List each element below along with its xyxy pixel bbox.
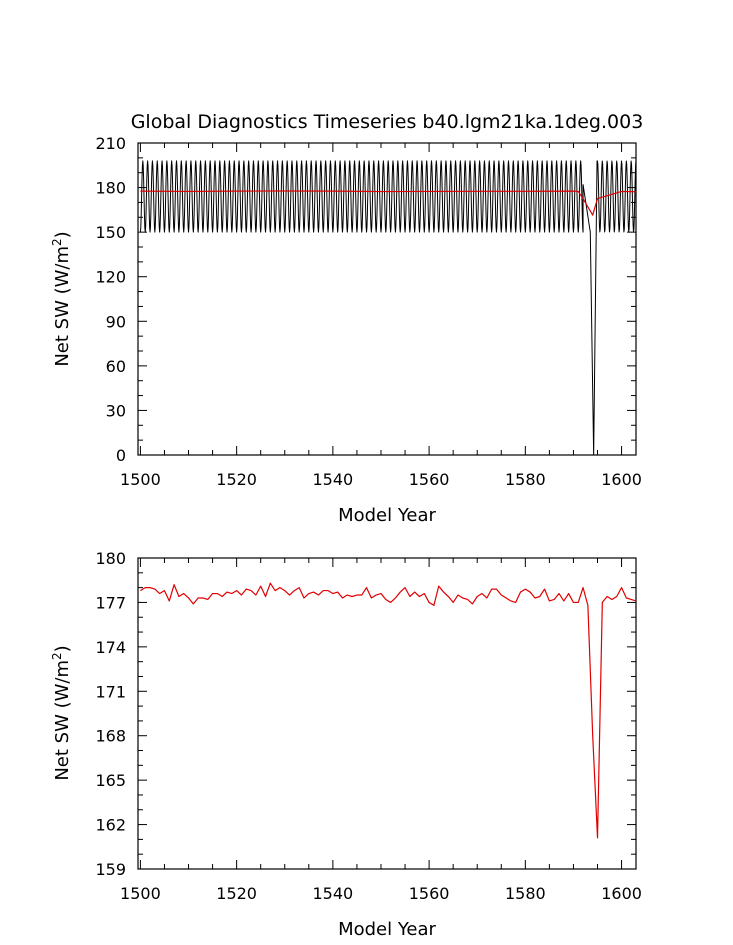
bottom-chart-ticks — [138, 557, 636, 870]
top-chart-y-axis-label: Net SW (W/m2) — [50, 231, 73, 366]
bottom-chart-frame — [137, 557, 637, 870]
x-tick-label: 1560 — [409, 470, 450, 489]
y-tick-label: 168 — [95, 727, 126, 746]
y-tick-label: 165 — [95, 771, 126, 790]
bottom-chart: 1500 1520 1540 1560 1580 1600 159 162 165 168 171 1… — [50, 549, 642, 940]
x-tick-label: 1580 — [505, 470, 546, 489]
y-tick-label: 0 — [116, 446, 126, 465]
y-tick-label: 177 — [95, 593, 126, 612]
bottom-chart-tick-labels: 1500 1520 1540 1560 1580 1600 159 162 165 168 171 1… — [95, 549, 641, 903]
top-chart-frame — [137, 142, 637, 456]
top-chart-ticks — [138, 142, 636, 456]
y-tick-label: 120 — [95, 268, 126, 287]
y-tick-label: 90 — [106, 312, 126, 331]
y-tick-label: 171 — [95, 682, 126, 701]
bottom-chart-series — [140, 582, 637, 839]
chart-title: Global Diagnostics Timeseries b40.lgm21k… — [131, 111, 644, 133]
y-tick-label: 162 — [95, 816, 126, 835]
y-tick-label: 60 — [106, 357, 126, 376]
x-tick-label: 1500 — [120, 470, 161, 489]
x-tick-label: 1540 — [313, 884, 354, 903]
bottom-chart-x-axis-label: Model Year — [338, 919, 436, 940]
y-tick-label: 30 — [106, 401, 126, 420]
y-tick-label: 210 — [95, 134, 126, 153]
annual-series-line — [140, 190, 637, 216]
x-tick-label: 1580 — [505, 884, 546, 903]
top-chart: 1500 1520 1540 1560 1580 1600 0 30 60 90 120 150 180… — [50, 134, 642, 526]
top-chart-x-axis-label: Model Year — [338, 505, 436, 526]
x-tick-label: 1560 — [409, 884, 450, 903]
x-tick-label: 1520 — [216, 470, 257, 489]
y-tick-label: 150 — [95, 223, 126, 242]
y-tick-label: 180 — [95, 549, 126, 568]
x-tick-label: 1500 — [120, 884, 161, 903]
top-chart-tick-labels: 1500 1520 1540 1560 1580 1600 0 30 60 90 120 150 180… — [95, 134, 641, 489]
y-tick-label: 180 — [95, 179, 126, 198]
x-tick-label: 1540 — [313, 470, 354, 489]
top-chart-series — [139, 160, 637, 456]
x-tick-label: 1600 — [601, 884, 642, 903]
bottom-chart-y-axis-label: Net SW (W/m2) — [50, 645, 73, 780]
annual-series-line — [140, 582, 637, 839]
x-tick-label: 1600 — [601, 470, 642, 489]
monthly-series-line — [139, 160, 637, 456]
y-tick-label: 174 — [95, 638, 126, 657]
y-tick-label: 159 — [95, 860, 126, 879]
x-tick-label: 1520 — [216, 884, 257, 903]
